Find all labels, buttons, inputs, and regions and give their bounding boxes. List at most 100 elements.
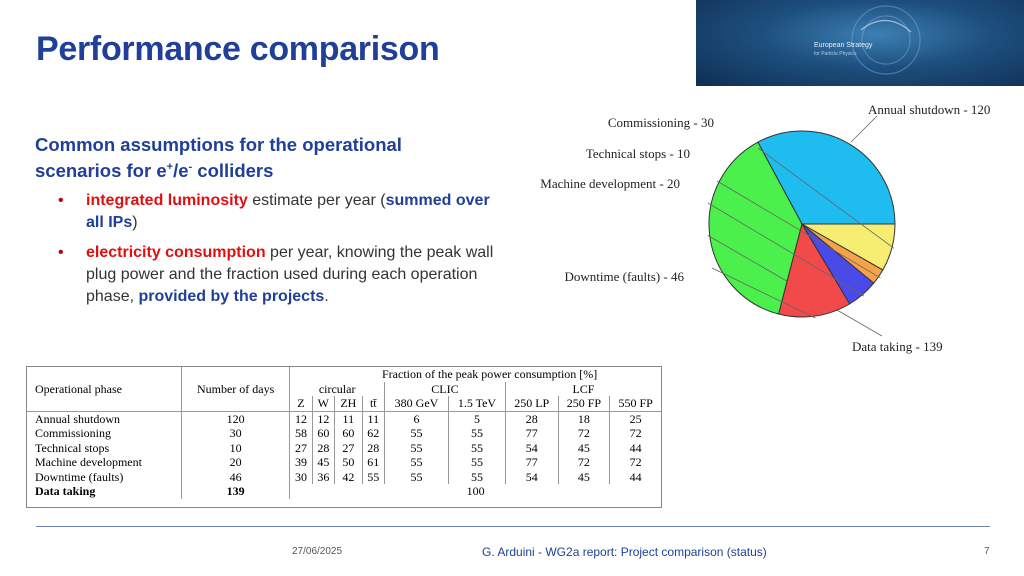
table-cell-phase: Machine development bbox=[27, 455, 183, 470]
power-fraction-table: Operational phase Number of days Fractio… bbox=[26, 366, 662, 508]
slide-title: Performance comparison bbox=[36, 30, 440, 68]
table-cell-value: 45 bbox=[312, 455, 336, 470]
section-heading: Common assumptions for the operational s… bbox=[35, 134, 402, 182]
header-banner-image: European Strategy for Particle Physics bbox=[696, 0, 1024, 86]
table-cell-value: 55 bbox=[448, 455, 506, 470]
col-header-days: Number of days bbox=[181, 367, 291, 412]
pie-leader-line bbox=[757, 147, 895, 249]
table-cell-phase: Downtime (faults) bbox=[27, 469, 183, 484]
table-subcol-header: 250 FP bbox=[558, 396, 611, 412]
table-subcol-header: Z bbox=[289, 396, 313, 412]
bullet-list: • integrated luminosity estimate per yea… bbox=[58, 190, 508, 316]
banner-logo-text: European Strategy for Particle Physics bbox=[814, 42, 873, 57]
table-cell-value: 27 bbox=[289, 440, 313, 455]
group-header-lcf: LCF bbox=[572, 381, 595, 396]
table-cell-value: 77 bbox=[505, 455, 559, 470]
table-cell-value: 11 bbox=[362, 411, 385, 426]
table-cell-value: 30 bbox=[289, 469, 313, 484]
table-subcol-header: 1.5 TeV bbox=[448, 396, 506, 412]
pie-leader-line bbox=[711, 267, 816, 319]
pie-leader-line bbox=[716, 180, 881, 279]
table-cell-phase: Data taking bbox=[27, 484, 183, 499]
table-row: Annual shutdown 120 12 12 11 11 6 5 28 18 25 bbox=[27, 411, 661, 426]
pie-slice-label: Downtime (faults) - 46 bbox=[564, 269, 684, 284]
pie-slice-label: Technical stops - 10 bbox=[586, 146, 690, 161]
table-cell-value: 55 bbox=[384, 440, 450, 455]
table-cell-value: 44 bbox=[629, 440, 642, 455]
pie-slice bbox=[757, 130, 896, 225]
group-header-clic: CLIC bbox=[384, 381, 506, 396]
footer-text: G. Arduini - WG2a report: Project compar… bbox=[482, 545, 767, 559]
footer-divider bbox=[36, 526, 990, 527]
table-cell-days: 20 bbox=[181, 455, 291, 470]
pie-slice-label: Commissioning - 30 bbox=[608, 115, 714, 130]
pie-slice-label: Machine development - 20 bbox=[540, 176, 680, 191]
bullet-item: • integrated luminosity estimate per yea… bbox=[58, 192, 490, 231]
table-subcol-header: W bbox=[312, 396, 336, 412]
table-cell-value: 44 bbox=[629, 469, 642, 484]
footer-date: 27/06/2025 bbox=[292, 546, 343, 557]
table-cell-value: 28 bbox=[505, 411, 559, 426]
table-cell-value: 58 bbox=[289, 426, 313, 441]
table-header-row: Operational phase Number of days Fractio… bbox=[27, 367, 661, 412]
table-group-row: circular CLIC LCF bbox=[27, 381, 661, 396]
table-cell-days: 10 bbox=[181, 440, 291, 455]
table-cell-value: 54 bbox=[505, 469, 559, 484]
table-row: Machine development 20 39 45 50 61 55 55 77 72 72 bbox=[27, 455, 661, 470]
table-row: Commissioning 30 58 60 60 62 55 55 77 72 72 bbox=[27, 426, 661, 441]
table-subcol-header: 550 FP bbox=[609, 396, 661, 412]
pie-slice bbox=[708, 141, 803, 315]
table-cell-value: 72 bbox=[558, 426, 611, 441]
table-cell-value: 12 bbox=[289, 411, 313, 426]
table-subcol-header: 250 LP bbox=[505, 396, 559, 412]
table-subcol-header: 380 GeV bbox=[384, 396, 450, 412]
table-cell-value: 45 bbox=[558, 440, 611, 455]
table-cell-value: 28 bbox=[362, 440, 385, 455]
table-cell-days: 120 bbox=[181, 411, 291, 426]
table-cell-days: 46 bbox=[181, 469, 291, 484]
bullet-dot-icon: • bbox=[58, 244, 64, 261]
pie-chart-svg: Annual shutdown - 120 Data taking - 139 Do… bbox=[540, 102, 990, 354]
table-subheader-row: Z W ZH tt̄ 380 GeV 1.5 TeV 250 LP 250 FP 550 FP bbox=[27, 396, 661, 412]
table-cell-value: 62 bbox=[362, 426, 385, 441]
table-cell-value: 55 bbox=[384, 469, 450, 484]
table-cell-value: 36 bbox=[312, 469, 336, 484]
pie-slice-label: Annual shutdown - 120 bbox=[868, 102, 990, 117]
group-header-circular: circular bbox=[289, 381, 385, 396]
table-cell-value: 55 bbox=[448, 426, 506, 441]
footer-page-number: 7 bbox=[984, 546, 990, 557]
table-cell-value: 25 bbox=[629, 411, 642, 426]
table-cell-value: 5 bbox=[448, 411, 506, 426]
pie-chart: Annual shutdown - 120 Data taking - 139 Do… bbox=[500, 96, 1024, 366]
table-cell-value: 27 bbox=[334, 440, 363, 455]
banner-globe-graphic bbox=[851, 5, 921, 75]
pie-leader-line bbox=[850, 115, 878, 143]
table-cell-value: 61 bbox=[362, 455, 385, 470]
col-header-fraction: Fraction of the peak power consumption [… bbox=[382, 367, 598, 381]
table-cell-value: 54 bbox=[505, 440, 559, 455]
table-cell-value: 55 bbox=[448, 469, 506, 484]
table-subcol-header: tt̄ bbox=[362, 396, 385, 412]
table-cell-phase: Commissioning bbox=[27, 426, 183, 441]
table-row-data-taking: Data taking 139 100 bbox=[27, 484, 661, 499]
pie-slice-label: Data taking - 139 bbox=[852, 339, 943, 354]
table-cell-days: 30 bbox=[181, 426, 291, 441]
table-cell-value: 55 bbox=[362, 469, 385, 484]
table-cell-value: 72 bbox=[558, 455, 611, 470]
table-cell-value: 18 bbox=[558, 411, 611, 426]
col-header-phase: Operational phase bbox=[27, 367, 183, 412]
table-cell-value: 100 bbox=[466, 484, 485, 498]
pie-leader-line bbox=[707, 202, 865, 297]
pie-slice bbox=[778, 222, 851, 318]
table-cell-value: 55 bbox=[384, 426, 450, 441]
table-subcol-header: ZH bbox=[334, 396, 363, 412]
table-cell-value: 55 bbox=[384, 455, 450, 470]
table-cell-value: 28 bbox=[312, 440, 336, 455]
bullet-dot-icon: • bbox=[58, 192, 64, 209]
pie-slice bbox=[800, 223, 896, 271]
table-cell-value: 39 bbox=[289, 455, 313, 470]
table-cell-days: 139 bbox=[181, 484, 291, 499]
table-cell-phase: Technical stops bbox=[27, 440, 183, 455]
table-cell-value: 11 bbox=[334, 411, 363, 426]
table-cell-value: 72 bbox=[629, 426, 642, 440]
